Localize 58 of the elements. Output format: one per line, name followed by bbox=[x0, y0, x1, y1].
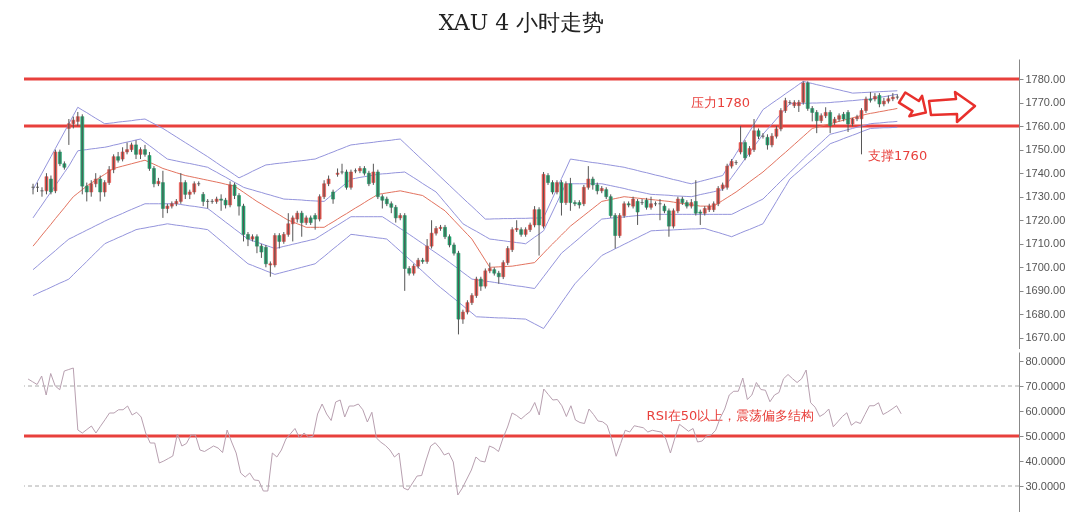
y-tick-label: 60.0000 bbox=[1025, 404, 1066, 417]
candlestick bbox=[765, 133, 770, 151]
chart-title: XAU 4 小时走势 bbox=[438, 10, 605, 35]
candlestick bbox=[595, 182, 600, 195]
candlestick bbox=[308, 215, 313, 226]
candlestick bbox=[599, 185, 604, 194]
candlestick bbox=[886, 94, 891, 104]
candlestick bbox=[559, 179, 564, 217]
y-tick-label: 1740.00 bbox=[1025, 166, 1066, 179]
candlestick bbox=[689, 198, 694, 209]
y-tick-label: 50.0000 bbox=[1025, 429, 1066, 442]
candlestick bbox=[120, 146, 125, 162]
candlestick bbox=[523, 226, 528, 238]
candlestick bbox=[44, 172, 49, 195]
candlestick bbox=[877, 92, 882, 108]
y-tick-label: 40.0000 bbox=[1025, 454, 1066, 467]
candlestick bbox=[635, 198, 640, 226]
candlestick bbox=[295, 210, 300, 224]
ref-line-label: 支撑1760 bbox=[868, 148, 928, 164]
line-series bbox=[27, 367, 902, 496]
y-tick-label: 1670.00 bbox=[1025, 331, 1066, 344]
candlestick bbox=[591, 176, 595, 191]
candlestick bbox=[568, 177, 573, 212]
candlestick bbox=[53, 149, 58, 194]
y-tick-label: 70.0000 bbox=[1025, 379, 1066, 392]
candlestick bbox=[895, 93, 900, 100]
y-tick-label: 1710.00 bbox=[1025, 237, 1066, 250]
candlestick bbox=[304, 215, 308, 226]
candlestick bbox=[335, 167, 340, 178]
candlestick bbox=[313, 212, 317, 231]
candlestick bbox=[479, 276, 483, 292]
candlestick bbox=[89, 179, 94, 198]
candlestick bbox=[644, 197, 649, 211]
candlestick bbox=[411, 263, 416, 277]
y-tick-label: 1780.00 bbox=[1025, 72, 1066, 85]
candlestick bbox=[492, 266, 497, 277]
candlestick bbox=[707, 203, 712, 213]
y-tick-label: 1690.00 bbox=[1025, 284, 1066, 297]
y-tick-label: 80.0000 bbox=[1025, 354, 1066, 367]
y-tick-label: 1680.00 bbox=[1025, 307, 1066, 320]
candlestick bbox=[286, 212, 291, 238]
ref-line-label: 压力1780 bbox=[690, 95, 751, 111]
candlestick bbox=[98, 175, 102, 202]
candlestick bbox=[393, 204, 398, 224]
y-tick-label: 30.0000 bbox=[1025, 479, 1066, 492]
y-tick-label: 1730.00 bbox=[1025, 190, 1066, 203]
candlestick bbox=[192, 180, 197, 195]
y-tick-label: 1760.00 bbox=[1025, 119, 1066, 132]
candlestick bbox=[702, 205, 707, 217]
candlestick bbox=[290, 215, 295, 242]
y-tick-label: 1750.00 bbox=[1025, 143, 1066, 156]
candlestick bbox=[398, 212, 403, 221]
candlestick bbox=[519, 226, 523, 238]
y-tick-label: 1770.00 bbox=[1025, 96, 1066, 109]
y-tick-label: 1720.00 bbox=[1025, 213, 1066, 226]
y-tick-label: 1700.00 bbox=[1025, 260, 1066, 273]
ref-line-label: RSI在50以上，震荡偏多结构 bbox=[646, 408, 815, 423]
candlestick bbox=[792, 99, 797, 109]
